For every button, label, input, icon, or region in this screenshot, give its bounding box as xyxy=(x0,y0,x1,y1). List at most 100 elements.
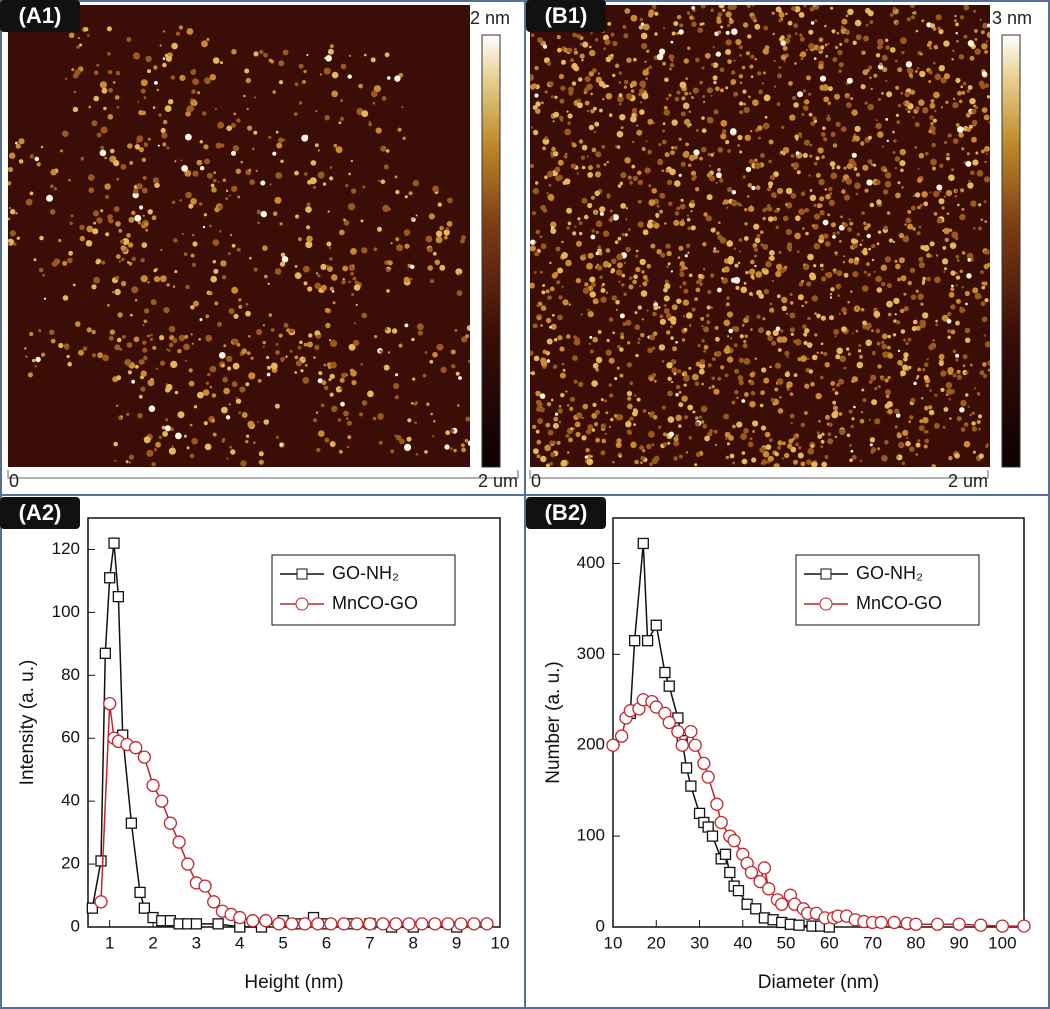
afm-grain xyxy=(763,123,770,130)
marker xyxy=(351,918,363,930)
afm-grain xyxy=(888,313,892,317)
afm-grain xyxy=(331,91,338,98)
afm-grain xyxy=(330,340,337,347)
afm-grain xyxy=(336,146,343,153)
afm-grain xyxy=(35,365,37,367)
afm-grain xyxy=(179,335,185,341)
afm-grain xyxy=(960,86,963,89)
afm-grain xyxy=(686,451,688,453)
afm-grain xyxy=(92,353,96,357)
afm-grain xyxy=(933,191,939,197)
afm-grain xyxy=(50,209,56,215)
afm-grain xyxy=(157,89,160,92)
afm-grain xyxy=(390,449,394,453)
afm-grain xyxy=(954,19,957,22)
afm-grain xyxy=(855,126,861,132)
marker xyxy=(468,918,480,930)
afm-grain xyxy=(671,146,674,149)
afm-grain xyxy=(637,341,640,344)
afm-grain xyxy=(298,346,302,350)
afm-grain xyxy=(413,180,419,186)
afm-grain xyxy=(781,336,788,343)
afm-grain xyxy=(238,298,241,301)
afm-grain xyxy=(818,179,824,185)
afm-grain xyxy=(65,347,68,350)
afm-grain xyxy=(425,236,432,243)
afm-grain xyxy=(664,304,667,307)
afm-grain xyxy=(248,335,251,338)
afm-grain xyxy=(351,380,356,385)
afm-grain xyxy=(703,326,709,332)
afm-grain xyxy=(795,32,798,35)
afm-grain xyxy=(915,122,920,127)
afm-grain xyxy=(939,354,945,360)
afm-grain xyxy=(572,231,576,235)
afm-grain xyxy=(369,121,371,123)
afm-grain xyxy=(887,140,889,142)
afm-grain xyxy=(244,69,249,74)
afm-grain xyxy=(835,254,837,256)
afm-grain xyxy=(919,153,925,159)
afm-grain xyxy=(664,283,670,289)
afm-grain xyxy=(299,101,302,104)
afm-grain xyxy=(614,414,617,417)
afm-grain xyxy=(172,201,176,205)
afm-grain xyxy=(671,270,673,272)
afm-grain xyxy=(847,9,853,15)
afm-grain xyxy=(881,455,888,462)
afm-grain xyxy=(751,75,754,78)
afm-grain xyxy=(832,57,837,62)
afm-grain xyxy=(854,167,858,171)
afm-grain xyxy=(67,355,70,358)
afm-grain xyxy=(770,175,775,180)
afm-grain xyxy=(321,285,327,291)
afm-grain xyxy=(278,60,284,66)
afm-grain xyxy=(380,146,386,152)
afm-grain xyxy=(555,413,558,416)
afm-grain xyxy=(681,162,686,167)
afm-grain xyxy=(80,236,85,241)
afm-grain xyxy=(67,362,72,367)
afm-grain xyxy=(729,17,732,20)
afm-grain xyxy=(875,123,881,129)
afm-grain xyxy=(144,308,149,313)
afm-grain xyxy=(777,73,782,78)
afm-grain xyxy=(832,235,836,239)
afm-grain xyxy=(417,323,424,330)
afm-grain xyxy=(701,406,708,413)
afm-grain xyxy=(190,198,197,205)
afm-grain xyxy=(461,443,465,447)
afm-grain xyxy=(921,397,923,399)
afm-grain xyxy=(189,381,195,387)
afm-grain xyxy=(84,27,88,31)
afm-grain xyxy=(876,329,881,334)
afm-grain xyxy=(646,444,651,449)
afm-grain xyxy=(972,109,977,114)
afm-grain xyxy=(575,432,580,437)
afm-grain xyxy=(899,160,905,166)
afm-grain xyxy=(772,402,776,406)
afm-grain xyxy=(857,233,860,236)
afm-grain xyxy=(954,189,957,192)
afm-grain xyxy=(856,34,862,40)
afm-grain xyxy=(896,114,899,117)
marker xyxy=(682,763,692,773)
afm-grain xyxy=(581,156,585,160)
afm-grain xyxy=(589,277,595,283)
afm-grain xyxy=(609,383,613,387)
scale-start: 0 xyxy=(531,471,541,491)
afm-grain xyxy=(667,442,670,445)
afm-grain xyxy=(961,427,966,432)
afm-grain xyxy=(355,281,359,285)
afm-grain xyxy=(376,128,382,134)
afm-grain xyxy=(758,137,761,140)
afm-grain xyxy=(229,308,235,314)
afm-grain xyxy=(78,37,80,39)
afm-grain xyxy=(843,167,846,170)
afm-grain xyxy=(324,386,329,391)
afm-grain xyxy=(804,411,808,415)
afm-grain xyxy=(917,178,922,183)
afm-grain xyxy=(862,165,868,171)
afm-grain xyxy=(800,355,807,362)
afm-grain xyxy=(852,271,858,277)
